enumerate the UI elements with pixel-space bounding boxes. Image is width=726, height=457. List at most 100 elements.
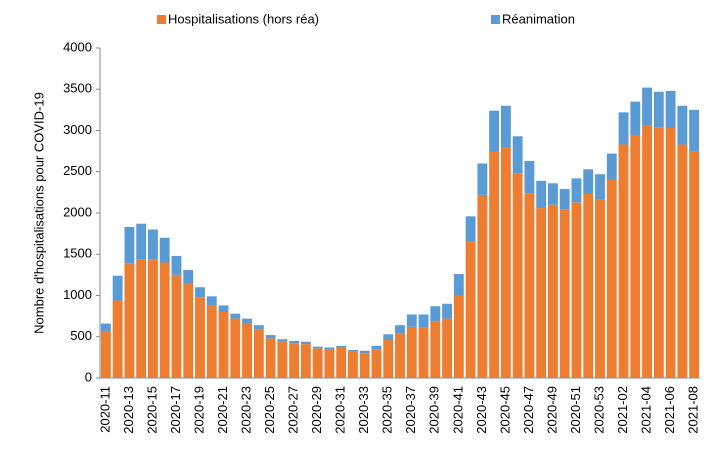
legend-swatch bbox=[157, 15, 166, 24]
bar-segment bbox=[300, 344, 311, 378]
legend-swatch bbox=[491, 15, 500, 24]
bar-segment bbox=[595, 199, 605, 378]
bar-segment bbox=[583, 169, 594, 195]
bar-segment bbox=[159, 237, 170, 263]
bar-segment bbox=[618, 112, 629, 145]
bar-segment bbox=[230, 313, 241, 319]
bar-segment bbox=[124, 263, 135, 378]
bar-segment bbox=[477, 194, 488, 378]
x-tick-label: 2020-37 bbox=[403, 386, 418, 434]
bar-segment bbox=[100, 323, 111, 331]
x-tick-label: 2020-41 bbox=[450, 386, 465, 434]
x-tick-label: 2020-45 bbox=[497, 386, 512, 434]
x-tick-label: 2021-02 bbox=[615, 386, 630, 434]
bar-segment bbox=[348, 351, 358, 378]
bar-segment bbox=[148, 229, 158, 260]
bar-segment bbox=[112, 300, 123, 378]
bar-segment bbox=[206, 296, 217, 306]
x-tick-label: 2021-06 bbox=[662, 386, 677, 434]
bar-segment bbox=[689, 151, 700, 378]
bar-segment bbox=[595, 174, 605, 200]
x-tick-label: 2020-19 bbox=[191, 386, 206, 434]
bar-segment bbox=[148, 259, 158, 378]
y-tick-label: 1500 bbox=[63, 246, 92, 261]
bar-segment bbox=[124, 227, 135, 264]
x-tick-label: 2020-21 bbox=[215, 386, 230, 434]
bar-segment bbox=[524, 161, 535, 194]
y-tick-label: 4000 bbox=[63, 39, 92, 54]
bar-segment bbox=[348, 349, 358, 352]
bar-segment bbox=[665, 90, 676, 129]
bar-segment bbox=[559, 209, 570, 378]
bar-segment bbox=[395, 325, 405, 334]
bar-segment bbox=[359, 353, 370, 378]
bar-segment bbox=[430, 306, 441, 322]
bar-segment bbox=[689, 109, 700, 152]
bar-segment bbox=[171, 255, 182, 275]
bar-segment bbox=[418, 314, 429, 328]
bar-segment bbox=[242, 318, 252, 324]
bar-segment bbox=[524, 193, 535, 378]
bar-segment bbox=[195, 297, 205, 378]
bar-segment bbox=[195, 287, 205, 298]
x-tick-label: 2020-23 bbox=[238, 386, 253, 434]
bar-segment bbox=[465, 241, 476, 378]
x-tick-label: 2020-35 bbox=[380, 386, 395, 434]
bar-segment bbox=[300, 341, 311, 345]
x-tick-label: 2020-15 bbox=[144, 386, 159, 434]
bar-segment bbox=[465, 216, 476, 242]
bar-segment bbox=[442, 303, 452, 319]
bar-segment bbox=[136, 259, 147, 378]
bar-segment bbox=[477, 163, 488, 195]
bar-segment bbox=[630, 101, 641, 136]
bar-segment bbox=[571, 178, 582, 203]
bar-segment bbox=[112, 275, 123, 301]
y-tick-label: 2500 bbox=[63, 163, 92, 178]
bar-segment bbox=[583, 194, 594, 378]
x-tick-label: 2020-33 bbox=[356, 386, 371, 434]
bar-segment bbox=[230, 318, 241, 378]
bar-segment bbox=[453, 295, 464, 378]
bar-segment bbox=[512, 136, 523, 174]
bar-segment bbox=[489, 110, 500, 152]
bar-segment bbox=[277, 339, 288, 342]
x-tick-label: 2020-39 bbox=[427, 386, 442, 434]
bar-segment bbox=[536, 208, 547, 378]
bar-segment bbox=[359, 350, 370, 354]
bar-segment bbox=[371, 345, 382, 350]
bar-segment bbox=[500, 105, 511, 147]
x-tick-label: 2020-31 bbox=[333, 386, 348, 434]
bar-segment bbox=[606, 180, 617, 378]
legend-label: Hospitalisations (hors réa) bbox=[168, 11, 319, 26]
bar-segment bbox=[324, 349, 335, 378]
bar-segment bbox=[312, 346, 323, 349]
y-tick-label: 1000 bbox=[63, 287, 92, 302]
bar-segment bbox=[218, 312, 229, 378]
y-axis-label: Nombre d'hospitalisations pour COVID-19 bbox=[31, 92, 46, 334]
bar-segment bbox=[336, 347, 347, 378]
bar-segment bbox=[159, 262, 170, 378]
bar-segment bbox=[395, 333, 405, 378]
bar-segment bbox=[383, 340, 394, 378]
bar-segment bbox=[265, 338, 276, 378]
bar-segment bbox=[665, 128, 676, 378]
y-tick-label: 2000 bbox=[63, 204, 92, 219]
bar-segment bbox=[453, 274, 464, 296]
bar-segment bbox=[559, 189, 570, 210]
bar-segment bbox=[536, 180, 547, 209]
bar-segment bbox=[324, 347, 335, 350]
bar-segment bbox=[277, 341, 288, 378]
bar-segment bbox=[406, 326, 417, 378]
x-tick-label: 2020-29 bbox=[309, 386, 324, 434]
bar-segment bbox=[289, 343, 300, 378]
bar-segment bbox=[265, 335, 276, 339]
x-tick-label: 2021-04 bbox=[638, 386, 653, 434]
bar-segment bbox=[677, 144, 688, 378]
y-tick-label: 500 bbox=[70, 328, 92, 343]
bar-segment bbox=[136, 223, 147, 260]
bar-segment bbox=[253, 329, 264, 378]
bar-segment bbox=[418, 327, 429, 378]
bar-segment bbox=[548, 204, 558, 378]
legend-label: Réanimation bbox=[502, 11, 575, 26]
